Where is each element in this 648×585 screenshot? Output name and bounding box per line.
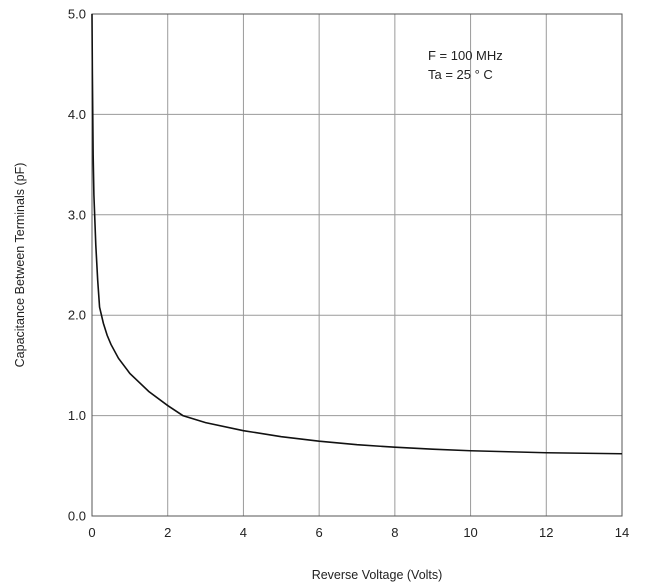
- y-tick-label: 2.0: [68, 308, 86, 323]
- grid-lines: [92, 14, 622, 516]
- x-tick-label: 8: [391, 525, 398, 540]
- capacitance-curve: [91, 13, 623, 455]
- plot-frame: [91, 13, 623, 517]
- x-tick-label: 12: [539, 525, 553, 540]
- y-tick-label: 0.0: [68, 509, 86, 524]
- annotation-temperature: Ta = 25 ° C: [428, 67, 493, 82]
- x-tick-labels: 0 2 4 6 8 10 12 14: [88, 525, 629, 540]
- x-tick-label: 0: [88, 525, 95, 540]
- x-tick-label: 10: [463, 525, 477, 540]
- annotation-frequency: F = 100 MHz: [428, 48, 503, 63]
- x-tick-label: 2: [164, 525, 171, 540]
- y-tick-label: 3.0: [68, 207, 86, 222]
- x-tick-label: 14: [615, 525, 629, 540]
- y-tick-label: 1.0: [68, 408, 86, 423]
- y-tick-labels: 0.0 1.0 2.0 3.0 4.0 5.0: [68, 7, 86, 524]
- x-axis-label: Reverse Voltage (Volts): [312, 568, 443, 582]
- y-tick-label: 5.0: [68, 7, 86, 22]
- x-tick-label: 4: [240, 525, 247, 540]
- y-tick-label: 4.0: [68, 107, 86, 122]
- x-tick-label: 6: [316, 525, 323, 540]
- y-axis-label: Capacitance Between Terminals (pF): [13, 163, 27, 368]
